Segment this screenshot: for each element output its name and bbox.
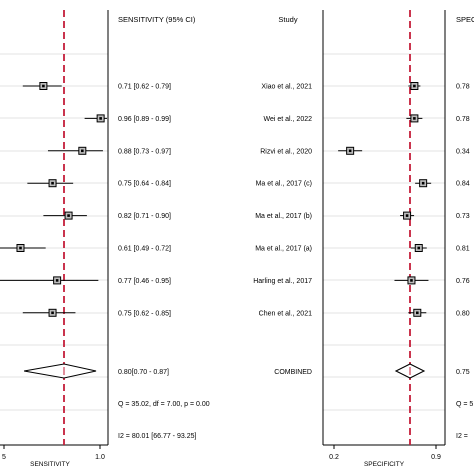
sensitivity-point-center bbox=[51, 311, 54, 315]
specificity-value-label: 0.81 bbox=[456, 246, 470, 253]
sensitivity-combined-diamond bbox=[24, 363, 97, 379]
specificity-point-center bbox=[421, 181, 425, 185]
sensitivity-point-center bbox=[67, 214, 70, 217]
study-name: Harling et al., 2017 bbox=[253, 278, 312, 285]
specificity-tick-label-right: 0.9 bbox=[431, 454, 441, 461]
sensitivity-ci-label: 0.71 [0.62 - 0.79] bbox=[118, 84, 171, 91]
panel-gridlines bbox=[0, 53, 445, 411]
study-name: Ma et al., 2017 (b) bbox=[255, 213, 312, 220]
study-name: Xiao et al., 2021 bbox=[261, 84, 312, 91]
sensitivity-ci-label: 0.82 [0.71 - 0.90] bbox=[118, 213, 171, 220]
study-name: Ma et al., 2017 (a) bbox=[255, 246, 312, 253]
specificity-value-label: 0.73 bbox=[456, 213, 470, 220]
study-name: Rizvi et al., 2020 bbox=[260, 148, 312, 155]
specificity-value-label: 0.80 bbox=[456, 310, 470, 317]
sensitivity-point-center bbox=[51, 181, 54, 185]
sensitivity-q-statistic: Q = 35.02, df = 7.00, p = 0.00 bbox=[118, 401, 210, 408]
specificity-i2-statistic: I2 = bbox=[456, 433, 468, 440]
specificity-point-center bbox=[405, 214, 409, 217]
specificity-value-label: 0.76 bbox=[456, 278, 470, 285]
sensitivity-point-center bbox=[99, 117, 102, 120]
sensitivity-ci-label: 0.61 [0.49 - 0.72] bbox=[118, 246, 171, 253]
specificity-combined-label: 0.75 bbox=[456, 369, 470, 376]
specificity-point-center bbox=[413, 84, 416, 88]
sensitivity-tick-label-left: 5 bbox=[2, 454, 6, 461]
sensitivity-ci-label: 0.75 [0.64 - 0.84] bbox=[118, 181, 171, 188]
sensitivity-ci-label: 0.96 [0.89 - 0.99] bbox=[118, 116, 171, 123]
specificity-value-label: 0.84 bbox=[456, 181, 470, 188]
specificity-point-center bbox=[348, 149, 352, 153]
sensitivity-column-header: SENSITIVITY (95% CI) bbox=[118, 15, 196, 24]
study-name: Wei et al., 2022 bbox=[263, 116, 312, 123]
sensitivity-ci-label: 0.88 [0.73 - 0.97] bbox=[118, 148, 171, 155]
combined-row-label: COMBINED bbox=[274, 369, 312, 376]
specificity-point-center bbox=[417, 246, 421, 250]
specificity-value-label: 0.34 bbox=[456, 148, 470, 155]
specificity-value-label: 0.78 bbox=[456, 84, 470, 91]
specificity-value-label: 0.78 bbox=[456, 116, 470, 123]
sensitivity-ci-label: 0.75 [0.62 - 0.85] bbox=[118, 310, 171, 317]
sensitivity-tick-label-right: 1.0 bbox=[95, 454, 105, 461]
sensitivity-i2-statistic: I2 = 80.01 [66.77 - 93.25] bbox=[118, 433, 196, 440]
specificity-point-center bbox=[416, 311, 419, 315]
sensitivity-point-center bbox=[81, 149, 84, 153]
sensitivity-point-center bbox=[55, 279, 59, 282]
study-column-header: Study bbox=[278, 15, 297, 24]
specificity-axis-label: SPECIFICITY bbox=[364, 461, 405, 468]
sensitivity-point-center bbox=[19, 246, 22, 250]
study-name: Chen et al., 2021 bbox=[259, 310, 312, 317]
specificity-q-statistic: Q = 5 bbox=[456, 401, 473, 408]
specificity-tick-label-left: 0.2 bbox=[329, 454, 339, 461]
sensitivity-point-center bbox=[42, 84, 45, 88]
study-name: Ma et al., 2017 (c) bbox=[256, 181, 312, 188]
study-marks: 0.71 [0.62 - 0.79] Xiao et al., 2021 0.78 0… bbox=[0, 82, 470, 317]
specificity-point-center bbox=[413, 117, 416, 120]
sensitivity-ci-label: 0.77 [0.46 - 0.95] bbox=[118, 278, 171, 285]
specificity-column-header: SPEC bbox=[456, 15, 474, 24]
specificity-point-center bbox=[410, 279, 413, 282]
sensitivity-combined-label: 0.80[0.70 - 0.87] bbox=[118, 369, 169, 376]
sensitivity-axis-label: SENSITIVITY bbox=[30, 461, 70, 468]
